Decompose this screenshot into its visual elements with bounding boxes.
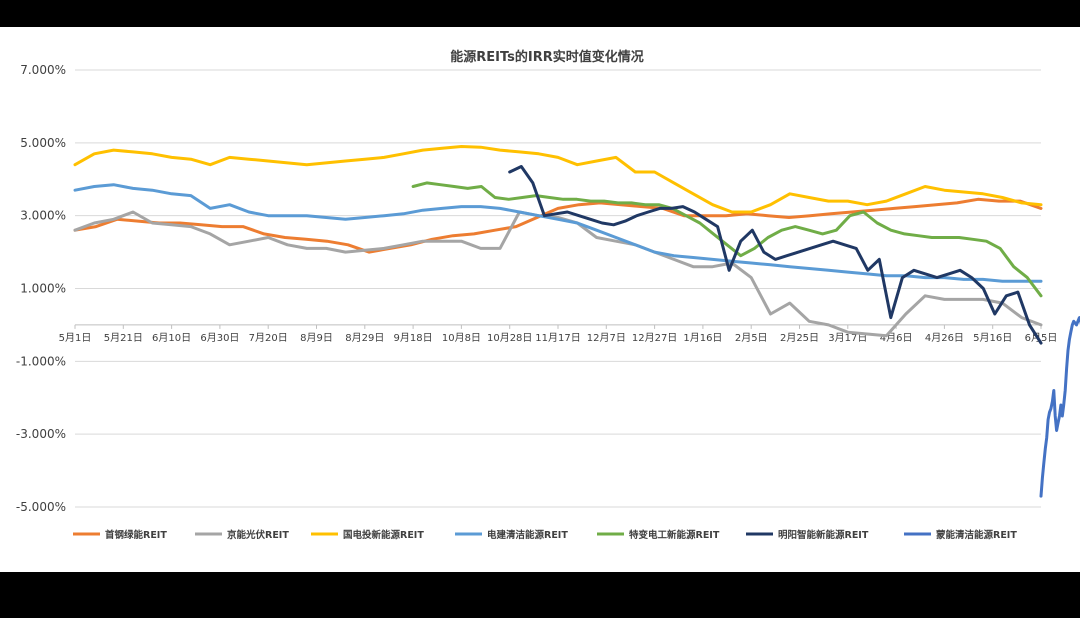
y-tick-label: -5.000% bbox=[16, 500, 66, 514]
x-tick-label: 10月28日 bbox=[487, 332, 532, 344]
x-tick-label: 1月16日 bbox=[683, 332, 722, 344]
x-tick-label: 12月7日 bbox=[587, 332, 626, 344]
legend-label: 蒙能清洁能源REIT bbox=[936, 529, 1017, 541]
x-tick-label: 11月17日 bbox=[535, 332, 580, 344]
y-tick-label: 7.000% bbox=[20, 63, 66, 77]
x-tick-label: 7月20日 bbox=[249, 332, 288, 344]
series-line-2 bbox=[73, 210, 1043, 338]
series-line-4 bbox=[73, 183, 1043, 283]
y-axis-ticks: 7.000% 5.000% 3.000% 1.000% -1.000% -3.000% -5… bbox=[16, 63, 66, 514]
x-tick-label: 2月25日 bbox=[780, 332, 819, 344]
series-line-6 bbox=[508, 165, 1043, 345]
legend-label: 国电投新能源REIT bbox=[343, 529, 424, 541]
series-line-5 bbox=[411, 181, 1043, 298]
legend-label: 首钢绿能REIT bbox=[105, 529, 167, 541]
x-tick-label: 6月30日 bbox=[200, 332, 239, 344]
x-tick-label: 5月21日 bbox=[104, 332, 143, 344]
y-tick-label: 3.000% bbox=[20, 209, 66, 223]
x-tick-label: 8月29日 bbox=[345, 332, 384, 344]
legend-label: 特变电工新能源REIT bbox=[629, 529, 720, 541]
chart-title: 能源REITs的IRR实时值变化情况 bbox=[450, 49, 643, 65]
series-line-7 bbox=[1039, 316, 1080, 498]
x-tick-label: 2月5日 bbox=[735, 332, 768, 344]
y-tick-label: 1.000% bbox=[20, 282, 66, 296]
series-line-3 bbox=[73, 145, 1043, 214]
x-axis-ticks: 5月1日 5月21日 6月10日 6月30日 7月20日 8月9日 8月29日 9月18日 10… bbox=[59, 324, 1058, 344]
gridlines bbox=[75, 69, 1041, 508]
chart-panel: 能源REITs的IRR实时值变化情况 7.000% 5.000% 3.000% 1.0… bbox=[0, 27, 1080, 572]
x-tick-label: 5月16日 bbox=[973, 332, 1012, 344]
x-tick-label: 6月5日 bbox=[1025, 332, 1058, 344]
x-tick-label: 10月8日 bbox=[442, 332, 481, 344]
x-tick-label: 5月1日 bbox=[59, 332, 92, 344]
y-tick-label: 5.000% bbox=[20, 136, 66, 150]
x-tick-label: 3月17日 bbox=[828, 332, 867, 344]
irr-line-chart: 能源REITs的IRR实时值变化情况 7.000% 5.000% 3.000% 1.0… bbox=[16, 49, 1080, 541]
x-tick-label: 8月9日 bbox=[300, 332, 333, 344]
x-tick-label: 9月18日 bbox=[394, 332, 433, 344]
x-tick-label: 4月26日 bbox=[925, 332, 964, 344]
y-tick-label: -3.000% bbox=[16, 427, 66, 441]
y-tick-label: -1.000% bbox=[16, 354, 66, 368]
series-line-1 bbox=[73, 197, 1043, 254]
legend-label: 京能光伏REIT bbox=[227, 529, 289, 541]
series-lines bbox=[73, 145, 1080, 498]
x-tick-label: 12月27日 bbox=[632, 332, 677, 344]
legend-label: 电建清洁能源REIT bbox=[487, 529, 568, 541]
x-tick-label: 6月10日 bbox=[152, 332, 191, 344]
legend-label: 明阳智能新能源REIT bbox=[778, 529, 869, 541]
legend: 首钢绿能REIT 京能光伏REIT 国电投新能源REIT 电建清洁能源REIT 特变电工… bbox=[73, 529, 1017, 541]
x-tick-label: 4月6日 bbox=[880, 332, 913, 344]
